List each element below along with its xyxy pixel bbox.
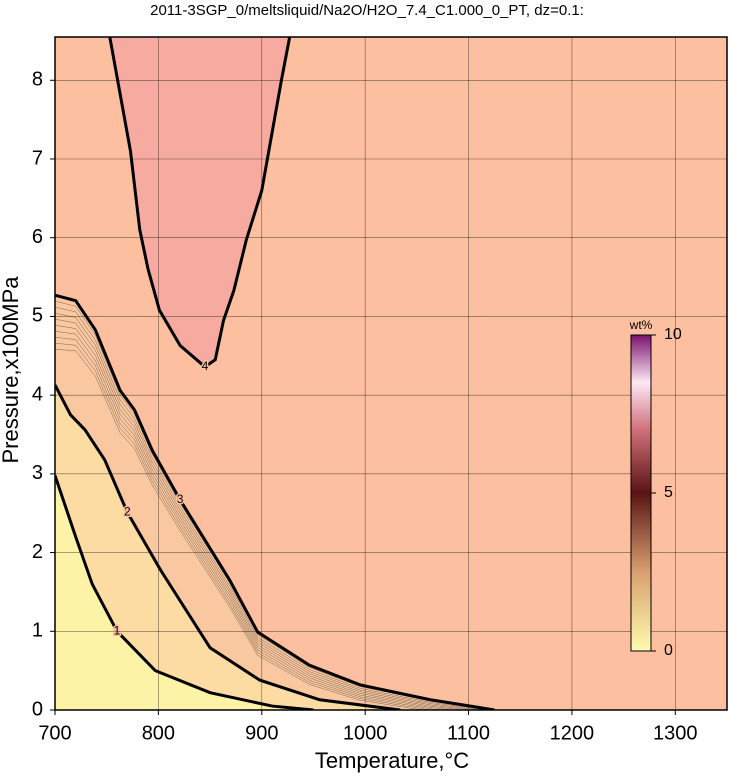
y-tick-label: 6 — [32, 226, 43, 248]
minor-contour — [55, 342, 433, 710]
contour-label: 2 — [124, 505, 131, 519]
minor-contour — [55, 312, 481, 710]
contour-label: 1 — [114, 623, 121, 637]
x-tick-label: 1000 — [343, 722, 388, 744]
x-tick-label: 1300 — [653, 722, 698, 744]
y-axis-label: Pressure,x100MPa — [0, 276, 23, 464]
y-tick-label: 7 — [32, 147, 43, 169]
colorbar-label: wt% — [629, 318, 653, 332]
contour-fill — [55, 384, 401, 710]
overlay: 700 800 900 1000 1100 1200 1300 0 1 2 3 4 5 6 7 8 wt% 0 5 1… — [32, 36, 728, 744]
y-tick-label: 2 — [32, 541, 43, 563]
contour-label: 3 — [177, 492, 184, 506]
x-tick-label: 1200 — [550, 722, 595, 744]
x-tick-label: 1100 — [447, 722, 490, 744]
y-tick-label: 3 — [32, 462, 43, 484]
colorbar-tick-label: 0 — [664, 642, 673, 659]
x-axis-label: Temperature,°C — [315, 748, 469, 773]
plot-frame — [54, 36, 728, 711]
contour-line — [55, 384, 401, 710]
x-tick-label: 700 — [38, 722, 71, 744]
colorbar-tick-label: 5 — [664, 484, 673, 501]
contour-line — [108, 37, 292, 369]
chart-title: 2011-3SGP_0/meltsliquid/Na2O/H2O_7.4_C1.… — [150, 2, 584, 19]
y-tick-label: 4 — [32, 383, 43, 405]
contour-label: 4 — [202, 359, 209, 373]
minor-contour — [55, 336, 446, 710]
x-tick-label: 900 — [245, 722, 278, 744]
y-tick-label: 0 — [32, 698, 43, 720]
plot-area: 3 2 1 4 — [55, 37, 727, 710]
minor-contour — [55, 306, 489, 710]
minor-contour — [55, 330, 457, 710]
minor-contour — [55, 324, 466, 710]
contour-fill — [55, 475, 314, 710]
contour-line — [55, 293, 495, 710]
y-tick-label: 5 — [32, 305, 43, 327]
y-tick-label: 8 — [32, 69, 43, 91]
colorbar-tick-label: 10 — [664, 326, 682, 343]
y-tick-label: 1 — [32, 620, 43, 642]
x-tick-label: 800 — [142, 722, 175, 744]
colorbar — [630, 334, 652, 652]
contour-fill — [109, 37, 290, 367]
